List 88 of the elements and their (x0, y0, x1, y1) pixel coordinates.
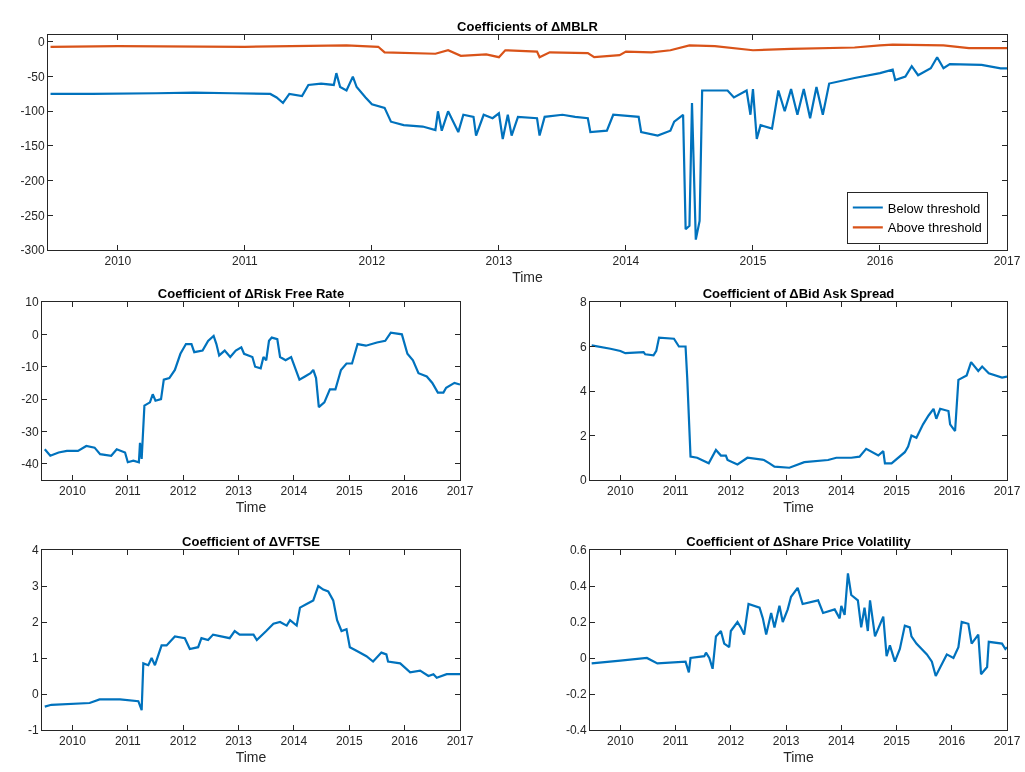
chart-title: Coefficient of ΔShare Price Volatility (686, 534, 912, 549)
x-tick-label: 2013 (485, 254, 513, 269)
x-tick-label: 2014 (612, 254, 640, 269)
x-tick-label: 2012 (358, 254, 386, 269)
line-series (49, 43, 1007, 59)
x-tick-label: 2013 (772, 484, 800, 499)
y-tick-label: 0 (31, 687, 39, 702)
x-tick-label: 2011 (114, 484, 142, 499)
chart-title: Coefficient of ΔBid Ask Spread (702, 286, 895, 301)
legend-label: Above threshold (887, 220, 982, 236)
y-tick-label: -10 (21, 359, 39, 374)
y-tick-label: 6 (579, 339, 587, 354)
x-tick-label: 2016 (391, 484, 419, 499)
y-tick-label: 4 (579, 384, 587, 399)
x-tick-label: 2015 (739, 254, 767, 269)
x-axis-title: Time (235, 748, 267, 765)
line-series (49, 56, 1007, 241)
y-tick-label: 1 (31, 651, 39, 666)
x-tick-label: 2016 (938, 484, 966, 499)
x-tick-label: 2014 (827, 484, 855, 499)
y-tick-label: -20 (21, 392, 39, 407)
x-tick-label: 2017 (446, 484, 474, 499)
y-tick-label: 3 (31, 579, 39, 594)
x-tick-label: 2015 (883, 734, 911, 749)
line-series (43, 584, 460, 712)
x-tick-label: 2016 (391, 734, 419, 749)
y-tick-label: 0 (579, 651, 587, 666)
y-tick-label: 4 (31, 543, 39, 558)
x-tick-label: 2010 (607, 484, 635, 499)
y-tick-label: -100 (20, 104, 45, 119)
y-tick-label: -40 (21, 457, 39, 472)
x-tick-label: 2012 (169, 734, 197, 749)
chart-title: Coefficients of ΔMBLR (457, 19, 599, 34)
y-tick-label: -300 (20, 243, 45, 258)
x-tick-label: 2017 (993, 484, 1021, 499)
x-tick-label: 2016 (938, 734, 966, 749)
line-series (43, 331, 460, 464)
x-tick-label: 2010 (59, 484, 87, 499)
y-tick-label: 0 (579, 473, 587, 488)
x-tick-label: 2011 (114, 734, 142, 749)
line-series (590, 336, 1007, 469)
y-tick-label: 0 (31, 327, 39, 342)
x-axis-title: Time (783, 498, 815, 515)
x-tick-label: 2013 (225, 734, 253, 749)
x-tick-label: 2013 (772, 734, 800, 749)
x-tick-label: 2014 (280, 484, 308, 499)
y-tick-label: -200 (20, 173, 45, 188)
y-tick-label: 2 (31, 615, 39, 630)
legend-label: Below threshold (887, 200, 981, 216)
chart-title: Coefficient of ΔRisk Free Rate (157, 286, 345, 301)
x-tick-label: 2010 (607, 734, 635, 749)
y-tick-label: 0.4 (569, 579, 587, 594)
x-tick-label: 2015 (335, 734, 363, 749)
y-tick-label: 0 (37, 35, 45, 50)
chart-title: Coefficient of ΔVFTSE (182, 534, 321, 549)
y-tick-label: -250 (20, 208, 45, 223)
x-tick-label: 2014 (827, 734, 855, 749)
x-axis-title: Time (783, 748, 815, 765)
y-tick-label: 0.2 (569, 615, 587, 630)
y-tick-label: -50 (27, 69, 45, 84)
y-tick-label: -0.4 (565, 723, 587, 738)
y-tick-label: 2 (579, 428, 587, 443)
x-tick-label: 2011 (662, 484, 689, 499)
x-tick-label: 2011 (231, 254, 259, 269)
x-tick-label: 2010 (59, 734, 87, 749)
x-tick-label: 2012 (717, 484, 745, 499)
x-tick-label: 2015 (335, 484, 363, 499)
y-tick-label: -30 (21, 424, 39, 439)
x-tick-label: 2014 (280, 734, 308, 749)
x-tick-label: 2017 (993, 254, 1021, 269)
x-tick-label: 2015 (883, 484, 911, 499)
x-tick-label: 2010 (104, 254, 132, 269)
y-tick-label: -0.2 (565, 687, 587, 702)
y-tick-label: -1 (27, 723, 39, 738)
y-tick-label: -150 (20, 139, 45, 154)
x-tick-label: 2017 (446, 734, 474, 749)
line-series (590, 572, 1007, 678)
x-tick-label: 2012 (169, 484, 197, 499)
y-tick-label: 8 (579, 295, 587, 310)
y-tick-label: 10 (25, 295, 39, 310)
x-tick-label: 2017 (993, 734, 1021, 749)
x-axis-title: Time (235, 498, 267, 515)
x-tick-label: 2013 (225, 484, 253, 499)
x-tick-label: 2016 (866, 254, 894, 269)
x-tick-label: 2012 (717, 734, 745, 749)
x-axis-title: Time (512, 268, 544, 285)
x-tick-label: 2011 (662, 734, 689, 749)
y-tick-label: 0.6 (569, 543, 587, 558)
